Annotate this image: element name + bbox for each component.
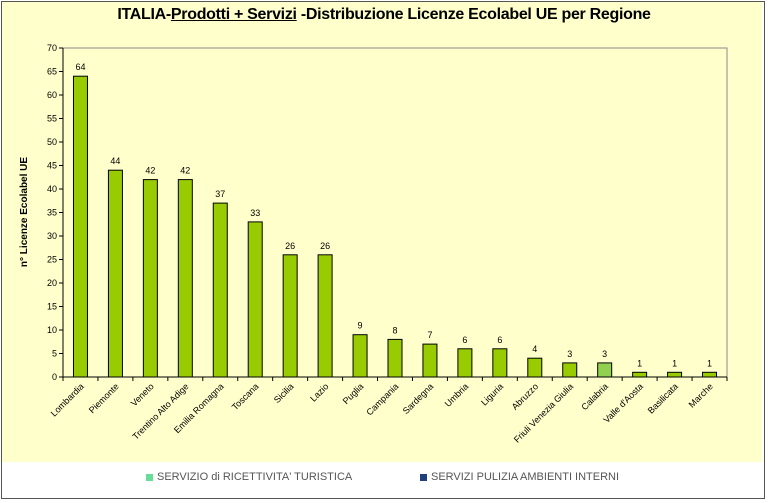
legend-label: SERVIZIO di RICETTIVITA' TURISTICA — [157, 471, 353, 483]
data-label: 33 — [250, 208, 260, 218]
bar-valle-d-aosta — [632, 371, 648, 378]
data-label: 4 — [532, 344, 537, 354]
bar-lazio — [317, 254, 333, 378]
x-tick-label: Puglia — [341, 381, 366, 406]
y-tick-label: 65 — [47, 67, 57, 77]
y-tick-label: 60 — [47, 90, 57, 100]
legend-label: SERVIZI PULIZIA AMBIENTI INTERNI — [431, 471, 620, 483]
title-part-2: Prodotti + Servizi — [170, 6, 297, 23]
y-tick-label: 15 — [47, 302, 57, 312]
bar-umbria — [457, 348, 473, 378]
x-tick-label: Abruzzo — [510, 381, 540, 411]
y-tick-label: 40 — [47, 184, 57, 194]
data-label: 3 — [567, 349, 572, 359]
data-label: 44 — [110, 156, 120, 166]
x-tick-label: Calabria — [579, 381, 610, 412]
data-label: 9 — [358, 321, 363, 331]
bar-basilicata — [667, 371, 683, 378]
x-tick-label: Basilicata — [646, 381, 680, 415]
y-tick-label: 30 — [47, 231, 57, 241]
data-label: 6 — [462, 335, 467, 345]
legend-item-pulizia: SERVIZI PULIZIA AMBIENTI INTERNI — [420, 471, 619, 483]
y-tick-label: 55 — [47, 114, 57, 124]
bar-sardegna — [422, 343, 438, 378]
bar-marche — [702, 371, 718, 378]
bar-sicilia — [282, 254, 298, 378]
bar-abruzzo — [527, 357, 543, 378]
x-tick-label: Sicilia — [272, 381, 296, 405]
y-tick-label: 0 — [52, 372, 57, 382]
y-tick-label: 5 — [52, 349, 57, 359]
data-label: 1 — [637, 358, 642, 368]
x-tick-label: Lazio — [308, 381, 330, 403]
y-tick-label: 20 — [47, 278, 57, 288]
data-label: 3 — [602, 349, 607, 359]
y-axis-label: n° Licenze Ecolabel UE — [19, 157, 30, 267]
legend-item-ricettivita: SERVIZIO di RICETTIVITA' TURISTICA — [146, 471, 352, 483]
data-label: 42 — [180, 166, 190, 176]
x-tick-label: Marche — [687, 381, 715, 409]
legend-swatch — [420, 473, 427, 481]
title-part-1: ITALIA- — [117, 6, 171, 23]
data-label: 37 — [215, 189, 225, 199]
data-label: 26 — [320, 241, 330, 251]
data-label: 42 — [145, 166, 155, 176]
data-label: 1 — [672, 358, 677, 368]
bar-veneto — [142, 179, 158, 378]
bar-emilia-romagna — [212, 202, 228, 378]
x-tick-label: Friuli Venezia Giulia — [512, 381, 575, 444]
bar-campania — [387, 338, 403, 378]
y-tick-label: 70 — [47, 43, 57, 53]
x-tick-label: Liguria — [479, 381, 505, 407]
data-label: 64 — [75, 62, 85, 72]
bar-liguria — [492, 348, 508, 378]
bar-puglia — [352, 334, 368, 378]
bar-friuli-venezia-giulia — [562, 362, 578, 378]
bar-trentino-alto-adige — [177, 179, 193, 378]
y-tick-label: 25 — [47, 255, 57, 265]
data-label: 7 — [427, 330, 432, 340]
chart-title: ITALIA-Prodotti + Servizi -Distribuzione… — [0, 6, 768, 24]
legend-swatch — [146, 473, 153, 481]
data-label: 6 — [497, 335, 502, 345]
x-tick-label: Umbria — [443, 381, 471, 409]
bar-lombardia — [72, 75, 88, 378]
x-tick-label: Lombardia — [49, 381, 86, 418]
title-part-3: -Distribuzione Licenze Ecolabel UE per R… — [296, 6, 651, 23]
data-label: 8 — [392, 325, 397, 335]
x-tick-label: Veneto — [129, 381, 156, 408]
bar-piemonte — [107, 169, 123, 378]
x-tick-label: Piemonte — [87, 381, 121, 415]
x-tick-label: Campania — [364, 381, 400, 417]
y-tick-label: 50 — [47, 137, 57, 147]
data-label: 1 — [707, 358, 712, 368]
y-tick-label: 45 — [47, 161, 57, 171]
chart-area — [2, 2, 762, 462]
y-tick-label: 35 — [47, 208, 57, 218]
x-tick-label: Toscana — [230, 381, 261, 412]
y-tick-label: 10 — [47, 325, 57, 335]
x-tick-label: Sardegna — [401, 381, 436, 416]
bar-toscana — [247, 221, 263, 378]
bar-calabria — [597, 362, 613, 378]
data-label: 26 — [285, 241, 295, 251]
